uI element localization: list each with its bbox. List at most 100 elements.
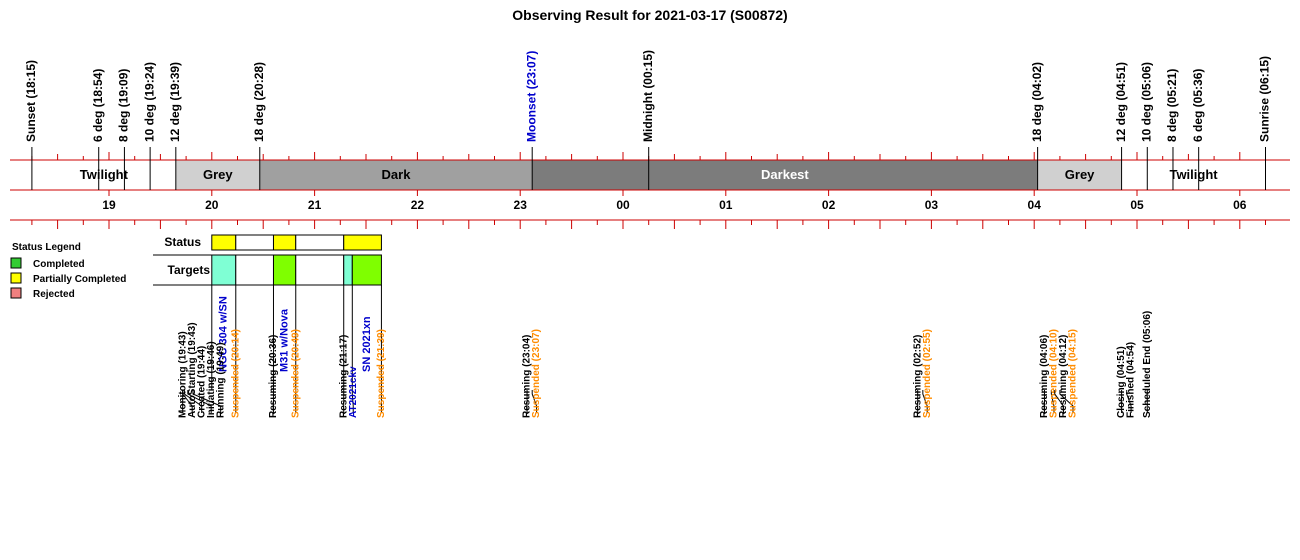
- log-event-label: Resuming (04:06): [1039, 335, 1050, 418]
- log-event-label: Resuming (02:52): [912, 335, 923, 418]
- hour-tick-label: 23: [514, 198, 528, 212]
- sky-event-label: 10 deg (05:06): [1139, 62, 1153, 142]
- log-event-label: Suspended (23:07): [531, 329, 542, 418]
- log-event-connector: [1059, 390, 1074, 413]
- sky-event-label: Moonset (23:07): [524, 51, 538, 142]
- log-events-layer: Monitoring (19:43)AutoStarting (19:43)Cr…: [177, 311, 1153, 418]
- log-event-label: Suspended (20:49): [290, 329, 301, 418]
- log-event-connector: [1054, 390, 1064, 413]
- sky-band: [31, 160, 176, 190]
- log-event-label: Finished (04:54): [1126, 342, 1137, 418]
- sky-band: [1121, 160, 1266, 190]
- sky-bands-layer: Twilight Grey Dark Darkest Grey Twilight: [10, 159, 1290, 191]
- target-segment: [235, 254, 274, 286]
- sky-band: [1037, 160, 1122, 190]
- sky-event-label: Sunrise (06:15): [1258, 56, 1272, 142]
- legend-item-label: Rejected: [33, 289, 75, 300]
- hour-tick-label: 22: [411, 198, 425, 212]
- status-row-label: Status: [164, 235, 201, 249]
- log-event-connector: [187, 390, 212, 413]
- log-event-label: Closing (04:51): [1116, 346, 1127, 418]
- legend-item-label: Completed: [33, 259, 85, 270]
- legend-title: Status Legend: [12, 242, 81, 253]
- log-event-connector: [351, 390, 354, 413]
- log-event-label: Suspended (02:55): [922, 329, 933, 418]
- hour-tick-label: 19: [102, 198, 116, 212]
- sky-event-label: 6 deg (05:36): [1191, 69, 1205, 142]
- sky-band-label: Darkest: [761, 167, 809, 182]
- legend-swatch: [10, 257, 22, 269]
- legend-swatch: [10, 287, 22, 299]
- hour-tick-label: 04: [1028, 198, 1042, 212]
- target-label: NGC 304 w/SN: [218, 296, 230, 372]
- log-event-label: Monitoring (19:43): [177, 331, 188, 418]
- sky-band-label: Grey: [1065, 167, 1095, 182]
- sky-event-label: Midnight (00:15): [641, 50, 655, 142]
- log-event-connector: [192, 390, 222, 413]
- chart-title: Observing Result for 2021-03-17 (S00872): [512, 7, 787, 23]
- target-label: SN 2021xn: [361, 316, 373, 372]
- hour-tick-label: 20: [205, 198, 219, 212]
- sky-event-label: 8 deg (05:21): [1165, 69, 1179, 142]
- legend-item-label: Partially Completed: [33, 274, 126, 285]
- log-event-label: Suspended (21:39): [376, 329, 387, 418]
- sky-band-label: Grey: [203, 167, 233, 182]
- sky-event-label: 8 deg (19:09): [117, 69, 131, 142]
- target-label: M31 w/Nova: [279, 308, 291, 372]
- sky-band: [532, 160, 1038, 190]
- sky-event-label: Sunset (18:15): [24, 60, 38, 142]
- sky-event-label: 18 deg (04:02): [1030, 62, 1044, 142]
- hour-tick-label: 21: [308, 198, 322, 212]
- status-legend: Status Legend Completed Partially Complete…: [10, 242, 126, 300]
- status-segment: [211, 234, 237, 251]
- target-segment: [343, 254, 353, 286]
- log-event-connector: [922, 390, 928, 413]
- log-event-connector: [531, 390, 538, 413]
- sky-band-label: Twilight: [80, 167, 129, 182]
- hour-tick-label: 06: [1233, 198, 1247, 212]
- sky-event-label: 12 deg (04:51): [1114, 62, 1128, 142]
- target-segment: [295, 254, 345, 286]
- time-axis-layer: 19 20 21 22 23 00 01 02 03 04 05 06: [10, 152, 1290, 229]
- status-segment: [343, 234, 382, 251]
- log-event-label: Scheduled End (05:06): [1142, 311, 1153, 418]
- log-event-label: AutoStarting (19:43): [187, 322, 198, 418]
- target-segment: [351, 254, 382, 286]
- log-event-label: Resuming (20:36): [268, 335, 279, 418]
- target-segment: [272, 254, 297, 286]
- sky-band: [259, 160, 533, 190]
- hour-tick-label: 01: [719, 198, 733, 212]
- sky-event-label: 18 deg (20:28): [252, 62, 266, 142]
- hour-tick-label: 02: [822, 198, 836, 212]
- sky-event-label: 6 deg (18:54): [91, 69, 105, 142]
- log-event-label: Running (19:49): [215, 342, 226, 418]
- log-event-connector: [1126, 390, 1132, 413]
- sky-event-label: 12 deg (19:39): [168, 62, 182, 142]
- log-event-label: Initiating (19:46): [206, 341, 217, 418]
- sky-event-label: 10 deg (19:24): [142, 62, 156, 142]
- log-event-connector: [183, 390, 203, 413]
- log-event-label: Resuming (04:12): [1058, 335, 1069, 418]
- log-event-connector: [182, 390, 193, 413]
- sky-events-layer: Sunset (18:15) 6 deg (18:54) 8 deg (19:09)…: [24, 50, 1272, 190]
- status-targets-layer: Status Targets NGC 304 w/SN M31 w/Nova SN 20…: [153, 234, 382, 390]
- sky-band-label: Dark: [382, 167, 412, 182]
- legend-swatch: [10, 272, 22, 284]
- log-event-label: Resuming (23:04): [522, 335, 533, 418]
- hour-tick-label: 05: [1130, 198, 1144, 212]
- log-event-label: AT2021ckv: [348, 366, 359, 418]
- log-event-connector: [1050, 390, 1055, 413]
- hour-tick-label: 03: [925, 198, 939, 212]
- status-segment: [295, 234, 345, 251]
- hour-tick-label: 00: [616, 198, 630, 212]
- sky-band-label: Twilight: [1169, 167, 1218, 182]
- log-event-label: Suspended (20:14): [230, 329, 241, 418]
- status-segment: [235, 234, 274, 251]
- sky-band: [175, 160, 260, 190]
- log-event-label: Suspended (04:15): [1068, 329, 1079, 418]
- log-event-label: Created (19:44): [196, 346, 207, 418]
- log-event-label: Suspended (04:10): [1049, 329, 1060, 418]
- target-segment: [211, 254, 237, 286]
- targets-row-label: Targets: [168, 263, 211, 277]
